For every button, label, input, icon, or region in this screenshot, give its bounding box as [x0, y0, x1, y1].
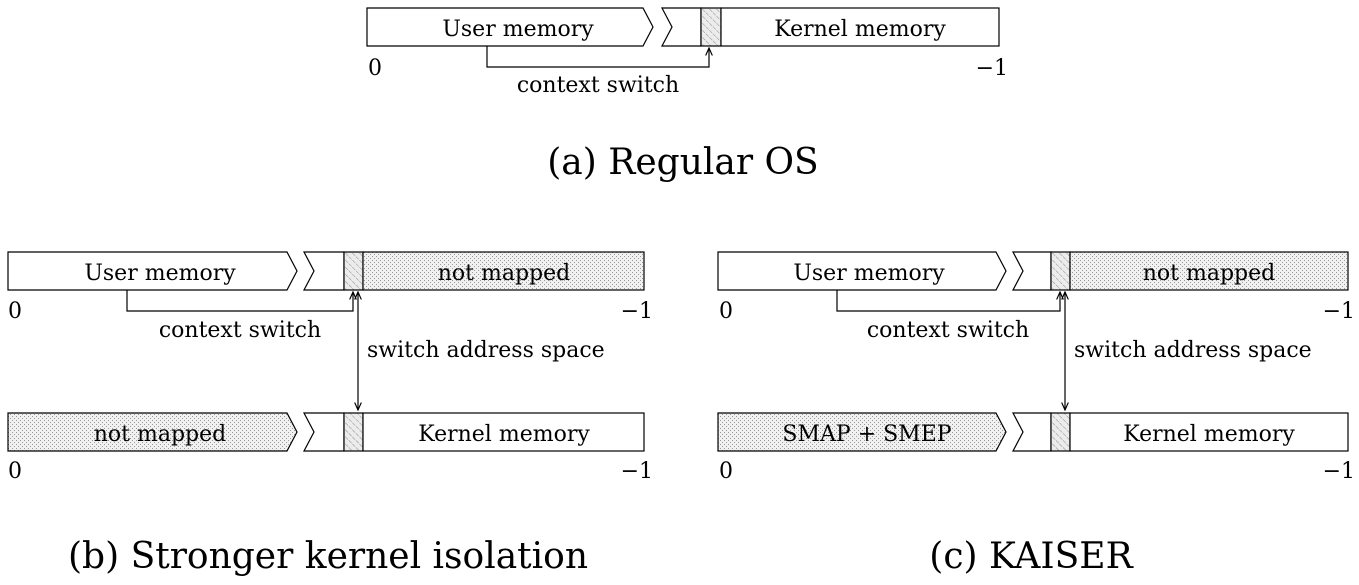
caption-a: (a) Regular OS [547, 142, 818, 183]
address-bar-bottom: not mapped Kernel memory 0 −1 [7, 412, 653, 484]
address-end-label: −1 [1323, 459, 1355, 484]
address-start-label: 0 [719, 459, 733, 484]
not-mapped-label: not mapped [438, 261, 571, 286]
address-start-label: 0 [8, 459, 22, 484]
address-end-label: −1 [1323, 299, 1355, 324]
switch-address-space-label: switch address space [1074, 338, 1312, 363]
gap-segment [303, 251, 345, 291]
gap-segment [1012, 251, 1052, 291]
address-bar-bottom: SMAP + SMEP Kernel memory 0 −1 [717, 412, 1355, 484]
switch-page-segment [343, 251, 364, 291]
address-bar-top: User memory not mapped 0 −1 [7, 251, 653, 324]
switch-address-space-label: switch address space [367, 338, 605, 363]
panel-a: User memory Kernel memory 0 −1 context s… [366, 7, 1008, 183]
kernel-memory-label: Kernel memory [774, 17, 946, 42]
switch-page-segment [1050, 412, 1071, 452]
context-switch-label: context switch [517, 73, 679, 98]
gap-segment [661, 7, 702, 47]
gap-segment [1012, 412, 1052, 452]
switch-page-segment [700, 7, 722, 47]
caption-b: (b) Stronger kernel isolation [68, 536, 588, 577]
user-memory-label: User memory [84, 261, 236, 286]
address-end-label: −1 [976, 56, 1008, 81]
kernel-memory-label: Kernel memory [1123, 422, 1295, 447]
address-start-label: 0 [719, 299, 733, 324]
context-switch-label: context switch [867, 318, 1029, 343]
not-mapped-segment [362, 251, 645, 291]
context-switch-arrow [126, 290, 353, 312]
gap-segment [303, 412, 345, 452]
context-switch-arrow [486, 46, 709, 68]
switch-page-segment [343, 412, 364, 452]
address-start-label: 0 [8, 299, 22, 324]
user-memory-segment [7, 251, 298, 291]
smap-smep-segment [717, 412, 1007, 452]
kernel-memory-segment [362, 412, 645, 452]
user-memory-label: User memory [793, 261, 945, 286]
user-memory-segment [717, 251, 1007, 291]
context-switch-arrow [836, 290, 1060, 312]
user-memory-segment [366, 7, 654, 47]
smap-smep-label: SMAP + SMEP [782, 422, 951, 447]
switch-page-segment [1050, 251, 1071, 291]
not-mapped-segment [7, 412, 298, 452]
address-start-label: 0 [368, 56, 382, 81]
kernel-memory-segment [720, 7, 1000, 47]
address-bar-top: User memory Kernel memory 0 −1 [366, 7, 1008, 81]
not-mapped-segment [1069, 251, 1349, 291]
not-mapped-label: not mapped [94, 422, 227, 447]
kernel-memory-segment [1069, 412, 1349, 452]
caption-c: (c) KAISER [929, 536, 1133, 577]
address-bar-top: User memory not mapped 0 −1 [717, 251, 1355, 324]
user-memory-label: User memory [442, 17, 594, 42]
address-end-label: −1 [621, 299, 653, 324]
kernel-memory-label: Kernel memory [418, 422, 590, 447]
not-mapped-label: not mapped [1143, 261, 1276, 286]
panel-c: User memory not mapped 0 −1 context swit… [717, 251, 1355, 577]
address-end-label: −1 [621, 459, 653, 484]
context-switch-label: context switch [159, 318, 321, 343]
panel-b: User memory not mapped 0 −1 context swit… [7, 251, 653, 577]
